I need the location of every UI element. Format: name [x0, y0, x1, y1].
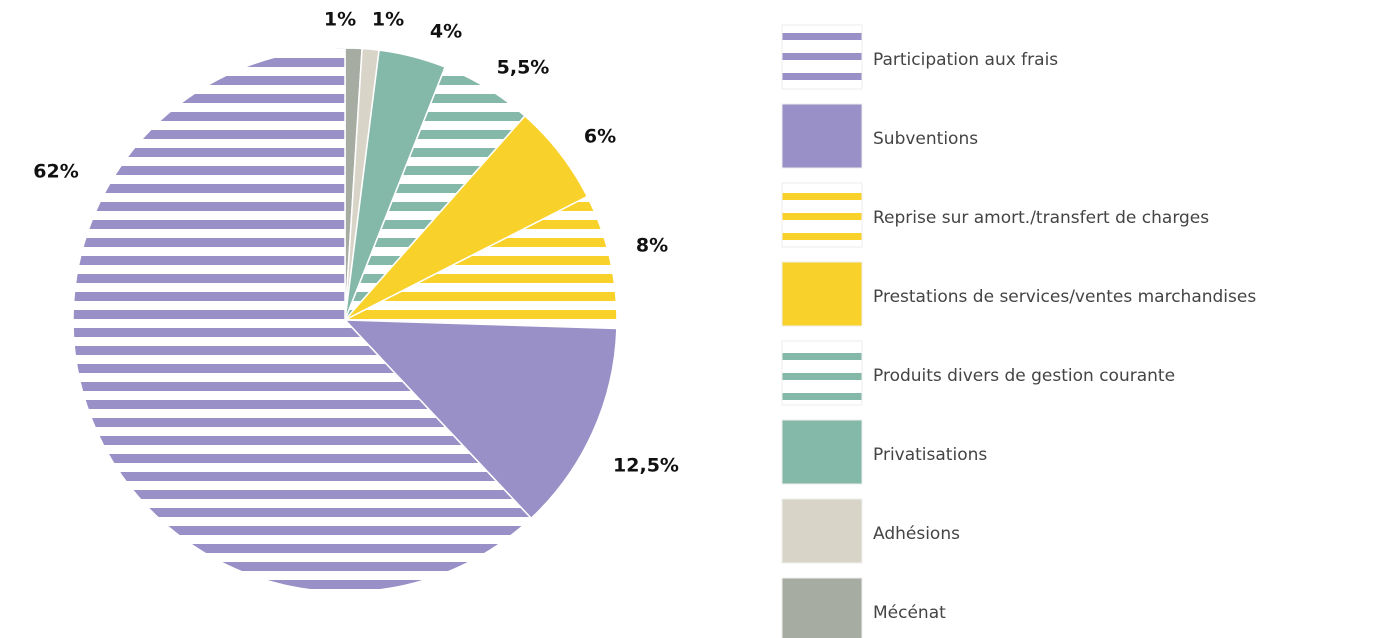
legend-swatch: [781, 340, 863, 406]
pie-slice: [343, 319, 618, 520]
pie-slice: [344, 195, 618, 330]
pie-slice: [72, 47, 533, 593]
data-label: 62%: [33, 161, 78, 183]
legend-swatch: [781, 577, 863, 638]
legend-swatch: [781, 419, 863, 485]
legend-label: Privatisations: [873, 445, 987, 465]
data-label: 1%: [372, 9, 404, 31]
data-label: 6%: [584, 126, 616, 148]
legend-swatch: [781, 261, 863, 327]
legend-swatch: [781, 182, 863, 248]
legend-swatch: [781, 498, 863, 564]
legend-label: Subventions: [873, 129, 978, 149]
legend-label: Participation aux frais: [873, 50, 1058, 70]
legend-label: Reprise sur amort./transfert de charges: [873, 208, 1209, 228]
data-label: 4%: [430, 21, 462, 43]
data-label: 8%: [636, 235, 668, 257]
legend-label: Prestations de services/ventes marchandi…: [873, 287, 1256, 307]
data-label: 12,5%: [613, 455, 679, 477]
data-label: 1%: [324, 9, 356, 31]
legend-label: Mécénat: [873, 603, 946, 623]
legend-label: Adhésions: [873, 524, 960, 544]
data-label: 5,5%: [497, 57, 550, 79]
legend-swatch: [781, 24, 863, 90]
legend-label: Produits divers de gestion courante: [873, 366, 1175, 386]
legend-swatch: [781, 103, 863, 169]
